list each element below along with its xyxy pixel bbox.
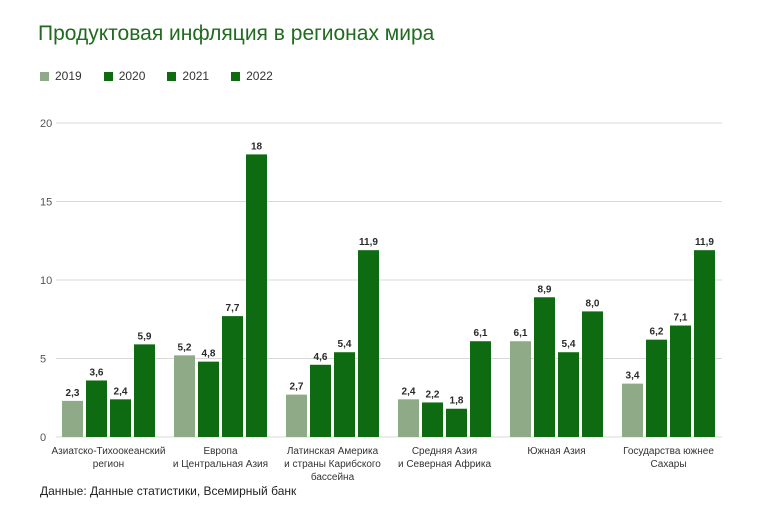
bar-2020-5	[646, 339, 667, 437]
category-label-3: Средняя Азия и Северная Африка	[398, 446, 492, 470]
bar-2020-3	[422, 402, 443, 437]
bar-2022-4	[582, 311, 603, 437]
bar-2021-3	[446, 408, 467, 437]
bar-2020-0	[86, 380, 107, 437]
bar-value-label-2021-1: 7,7	[226, 303, 240, 314]
category-label-4: Южная Азия	[527, 446, 585, 457]
bar-2019-4	[510, 341, 531, 437]
bar-2019-3	[398, 399, 419, 437]
bar-2022-0	[134, 344, 155, 437]
legend-swatch-2022	[231, 71, 241, 81]
legend-swatch-2019	[40, 71, 49, 81]
y-tick-label-20: 20	[40, 118, 52, 130]
legend-label-2019: 2019	[55, 69, 82, 83]
bar-2022-1	[246, 154, 267, 437]
bar-value-label-2022-1: 18	[251, 141, 263, 152]
category-label-1: Европа и Центральная Азия	[173, 446, 268, 470]
bar-2022-2	[358, 250, 379, 437]
y-tick-label-0: 0	[40, 432, 46, 444]
bar-value-label-2019-2: 2,7	[290, 382, 304, 393]
bar-value-label-2019-5: 3,4	[626, 371, 640, 382]
legend-swatch-2021	[167, 71, 177, 81]
bar-2020-4	[534, 297, 555, 437]
bar-value-label-2021-3: 1,8	[450, 396, 464, 407]
y-tick-label-10: 10	[40, 275, 52, 287]
chart-title: Продуктовая инфляция в регионах мира	[38, 22, 435, 45]
category-label-2: Латинская Америка и страны Карибского басс…	[284, 446, 381, 483]
bar-value-label-2020-2: 4,6	[314, 352, 328, 363]
y-tick-label-5: 5	[40, 354, 46, 366]
bar-2021-1	[222, 316, 243, 437]
bar-value-label-2019-0: 2,3	[66, 388, 80, 399]
bar-value-label-2022-0: 5,9	[138, 331, 152, 342]
bar-value-label-2022-4: 8,0	[586, 298, 600, 309]
y-tick-label-15: 15	[40, 197, 52, 209]
legend: 2019 2020 2021 2022	[40, 69, 295, 83]
bar-2019-2	[286, 394, 307, 437]
source-note: Данные: Данные статистики, Всемирный бан…	[40, 484, 297, 498]
bar-value-label-2020-5: 6,2	[650, 327, 664, 338]
legend-item-2021: 2021	[167, 69, 209, 83]
bar-value-label-2022-2: 11,9	[359, 237, 378, 248]
legend-swatch-2020	[103, 71, 113, 81]
bar-value-label-2020-0: 3,6	[90, 367, 104, 378]
bar-2022-5	[694, 250, 715, 437]
bar-value-label-2021-0: 2,4	[114, 386, 128, 397]
legend-label-2022: 2022	[246, 69, 273, 83]
bar-2019-1	[174, 355, 195, 437]
legend-item-2020: 2020	[103, 69, 146, 83]
bar-value-label-2021-4: 5,4	[562, 339, 576, 350]
bar-2020-1	[198, 361, 219, 437]
bar-2021-0	[110, 399, 131, 437]
bar-value-label-2022-5: 11,9	[695, 237, 714, 248]
bar-value-label-2022-3: 6,1	[474, 328, 488, 339]
bar-value-label-2019-1: 5,2	[178, 342, 192, 353]
bar-value-label-2020-1: 4,8	[202, 349, 216, 360]
bar-value-label-2019-4: 6,1	[514, 328, 528, 339]
bar-2019-0	[62, 400, 83, 437]
bar-value-label-2020-4: 8,9	[538, 284, 552, 295]
bar-2021-2	[334, 352, 355, 437]
legend-item-2019: 2019	[40, 69, 82, 83]
legend-label-2020: 2020	[118, 69, 146, 83]
bar-value-label-2021-5: 7,1	[674, 313, 688, 324]
bar-value-label-2020-3: 2,2	[426, 389, 440, 400]
bar-2021-5	[670, 325, 691, 437]
bar-2022-3	[470, 341, 491, 437]
category-label-0: Азиатско-Тихоокеанский регион	[52, 446, 166, 470]
bar-2020-2	[310, 364, 331, 437]
bar-2021-4	[558, 352, 579, 437]
bar-2019-5	[622, 383, 643, 437]
legend-item-2022: 2022	[231, 69, 273, 83]
category-label-5: Государства южнее Сахары	[623, 446, 714, 470]
legend-label-2021: 2021	[182, 69, 210, 83]
bar-value-label-2021-2: 5,4	[338, 339, 352, 350]
bar-value-label-2019-3: 2,4	[402, 386, 416, 397]
